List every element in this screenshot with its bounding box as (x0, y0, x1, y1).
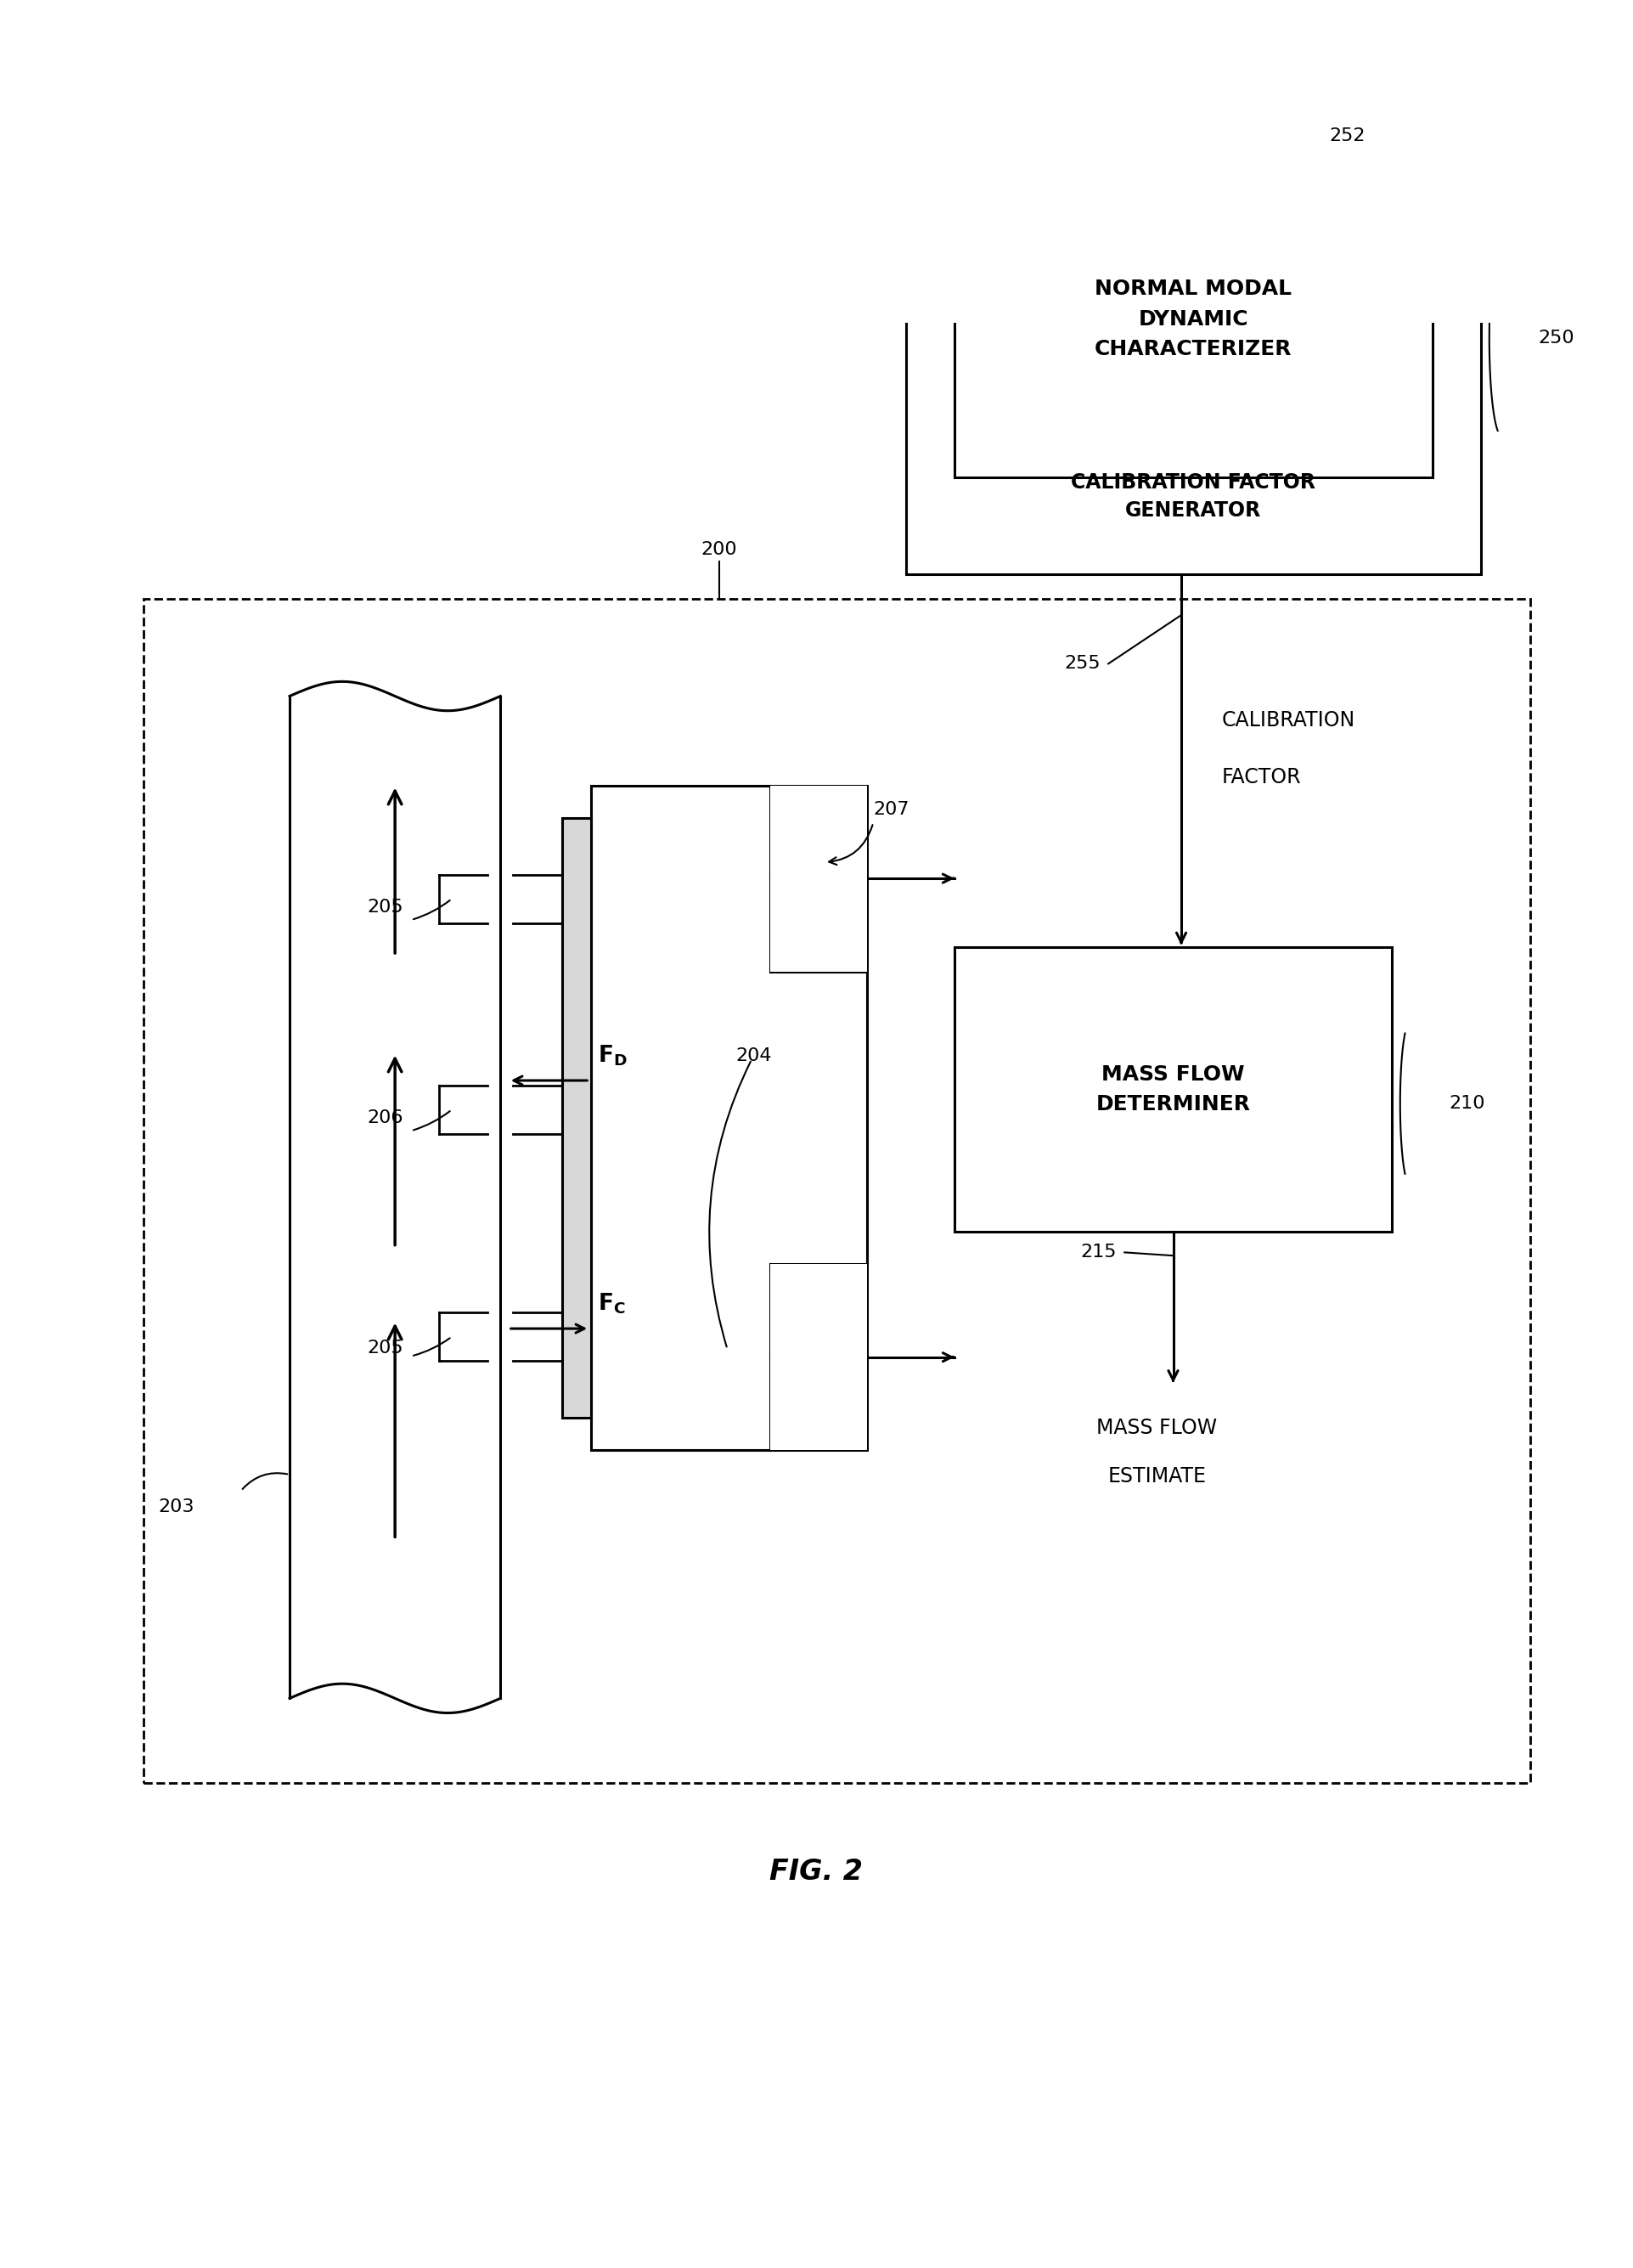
Text: ESTIMATE: ESTIMATE (1107, 1467, 1207, 1488)
Bar (289, 696, 500, 1701)
Bar (771, 1263, 867, 1449)
Text: 207: 207 (874, 801, 910, 819)
Text: 210: 210 (1448, 1095, 1484, 1111)
Text: 206: 206 (367, 1109, 403, 1127)
Text: 205: 205 (367, 898, 403, 916)
Text: 215: 215 (1081, 1243, 1117, 1261)
Text: $\mathbf{F_C}$: $\mathbf{F_C}$ (598, 1290, 625, 1315)
Bar (771, 785, 867, 971)
Text: MASS FLOW: MASS FLOW (1097, 1418, 1217, 1438)
Text: 204: 204 (735, 1048, 771, 1064)
Text: 250: 250 (1538, 329, 1574, 347)
Bar (906, 145, 1481, 574)
Text: 200: 200 (701, 542, 738, 558)
Text: CALIBRATION: CALIBRATION (1221, 710, 1355, 730)
Bar (954, 193, 1432, 476)
Text: CALIBRATION FACTOR
GENERATOR: CALIBRATION FACTOR GENERATOR (1071, 472, 1316, 522)
Text: FIG. 2: FIG. 2 (769, 1857, 864, 1887)
Text: $\mathbf{F_D}$: $\mathbf{F_D}$ (598, 1043, 627, 1068)
Text: FACTOR: FACTOR (1221, 767, 1302, 787)
Text: 205: 205 (367, 1340, 403, 1356)
Bar (954, 948, 1391, 1232)
Bar (562, 819, 591, 1418)
Text: 252: 252 (1329, 127, 1365, 145)
Text: 255: 255 (1065, 655, 1101, 671)
Text: 203: 203 (158, 1499, 194, 1515)
Text: NORMAL MODAL
DYNAMIC
CHARACTERIZER: NORMAL MODAL DYNAMIC CHARACTERIZER (1094, 279, 1292, 358)
Bar (144, 599, 1530, 1783)
Text: MASS FLOW
DETERMINER: MASS FLOW DETERMINER (1096, 1064, 1251, 1114)
Bar (591, 785, 867, 1449)
